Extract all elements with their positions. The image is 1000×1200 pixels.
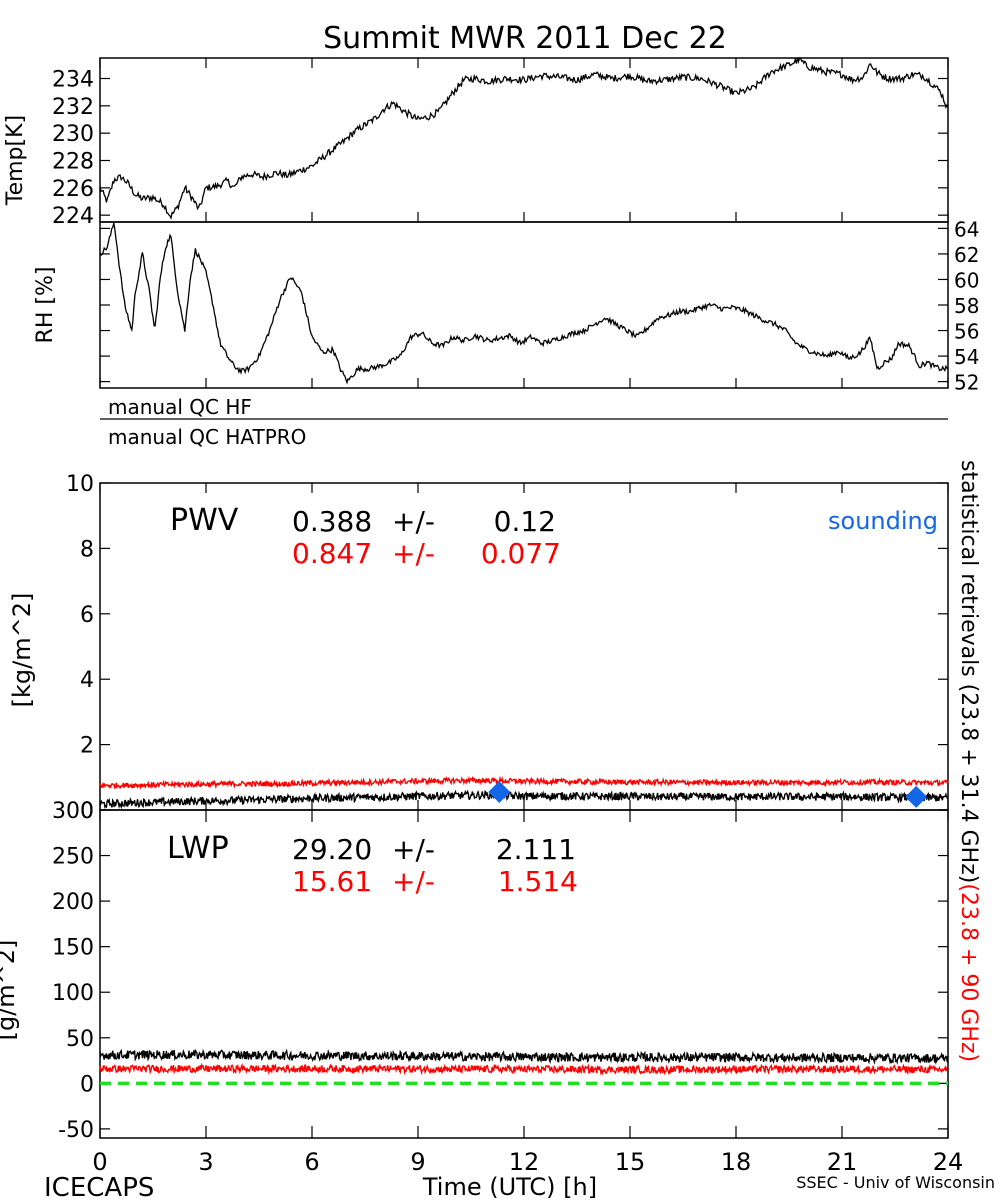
rh-series-line [100,222,949,385]
lwp-panel-label: LWP [167,831,229,866]
pwv-y-ticks: 0 2 4 6 8 10 [66,472,948,824]
lwp-series-black [99,1048,949,1065]
pwv-stats-red: 0.847 +/- 0.077 [292,537,561,570]
x-tick-label: 9 [410,1148,425,1176]
x-ticks: 0 3 6 9 12 15 18 21 24 [92,58,963,1176]
lwp-stat-value: 29.20 [292,833,372,866]
pwv-panel-label: PWV [170,503,239,538]
pwv-panel: 0 2 4 6 8 10 [kg/m^2] PWV 0.388 +/- 0.12 0.84… [8,472,949,824]
x-tick-label: 18 [721,1148,752,1176]
pwv-stats-black: 0.388 +/- 0.12 [292,505,556,538]
x-tick-label: 3 [198,1148,213,1176]
pwv-stat-pm-red: +/- [392,537,435,570]
x-tick-label: 15 [615,1148,646,1176]
y-tick-label: 228 [52,150,94,175]
qc-bands: manual QC HF manual QC HATPRO [100,395,948,449]
sounding-legend: sounding [828,507,938,535]
y-tick-label: 100 [52,981,94,1006]
footer-ssec: SSEC - Univ of Wisconsin [796,1173,995,1192]
pwv-stat-value: 0.388 [292,505,372,538]
y-tick-label: 58 [954,294,979,318]
retrieval-annotation: statistical retrievals (23.8 + 31.4 GHz)… [956,460,981,1062]
pwv-stat-err: 0.12 [494,505,556,538]
y-tick-label: 50 [66,1027,94,1052]
lwp-stat-value-red: 15.61 [292,865,372,898]
lwp-stat-err-red: 1.514 [498,865,578,898]
qc-label-hf: manual QC HF [108,395,252,419]
chart-title: Summit MWR 2011 Dec 22 [323,21,727,56]
lwp-stats-red: 15.61 +/- 1.514 [292,865,578,898]
y-tick-label: 64 [954,217,979,241]
x-tick-label: 0 [92,1148,107,1176]
pwv-stat-pm: +/- [392,505,435,538]
pwv-stat-err-red: 0.077 [481,537,561,570]
sounding-point [905,785,928,808]
x-tick-label: 21 [827,1148,858,1176]
rh-frame [99,221,949,389]
lwp-stat-err: 2.111 [496,833,576,866]
y-tick-label: 56 [954,320,979,344]
y-tick-label: 60 [954,268,979,292]
y-tick-label: 0 [80,799,94,824]
y-tick-label: 0 [80,1072,94,1097]
temperature-series-line [99,56,949,221]
qc-label-hatpro: manual QC HATPRO [108,425,306,449]
x-tick-label: 12 [509,1148,540,1176]
y-tick-label: 200 [52,890,94,915]
temperature-frame [99,57,949,223]
pwv-y-label: [kg/m^2] [8,593,36,708]
lwp-stats-black: 29.20 +/- 2.111 [292,833,576,866]
y-tick-label: 6 [80,603,94,628]
retrieval-annotation-black: statistical retrievals (23.8 + 31.4 GHz) [956,460,981,883]
temperature-y-label: Temp[K] [3,115,28,206]
pwv-series-black [99,789,949,810]
lwp-series-red [99,1062,949,1076]
y-tick-label: 4 [80,668,94,693]
y-tick-label: 230 [52,122,94,147]
y-tick-label: 54 [954,345,979,369]
rh-y-label: RH [%] [33,267,58,344]
lwp-stat-pm-red: +/- [392,865,435,898]
x-tick-label: 6 [304,1148,319,1176]
y-tick-label: 8 [80,537,94,562]
lwp-stat-pm: +/- [392,833,435,866]
y-tick-label: 2 [80,734,94,759]
y-tick-label: 234 [52,68,94,93]
lwp-y-ticks: -50 0 50 100 150 200 250 300 [52,799,948,1143]
y-tick-label: 226 [52,177,94,202]
pwv-series-red [99,775,949,790]
y-tick-label: 52 [954,371,979,395]
y-tick-label: 300 [52,799,94,824]
retrieval-annotation-red: (23.8 + 90 GHz) [956,883,981,1062]
y-tick-label: -50 [58,1118,94,1143]
x-tick-label: 24 [933,1148,964,1176]
y-tick-label: 232 [52,95,94,120]
x-axis-label: Time (UTC) [h] [422,1173,597,1200]
y-tick-label: 62 [954,243,979,267]
y-tick-label: 150 [52,936,94,961]
footer-icecaps: ICECAPS [44,1173,154,1200]
sounding-point [488,781,511,804]
pwv-stat-value-red: 0.847 [292,537,372,570]
y-tick-label: 10 [66,472,94,497]
y-tick-label: 250 [52,845,94,870]
lwp-y-label: [g/m^2] [0,940,20,1041]
sounding-points [488,781,928,808]
y-tick-label: 224 [52,204,94,229]
